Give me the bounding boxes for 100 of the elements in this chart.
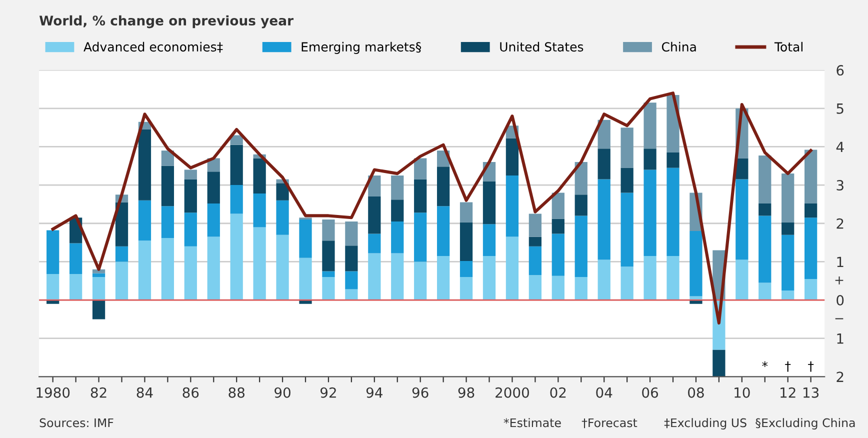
x-tick-label: 98: [458, 387, 474, 398]
legend-label: Total: [774, 42, 802, 52]
bar: [230, 185, 243, 214]
bar: [644, 148, 656, 170]
text: ‡Excluding US: [664, 418, 746, 430]
bar: [253, 193, 266, 228]
bar: [598, 179, 610, 260]
bar: [528, 246, 542, 276]
bar: [574, 162, 588, 195]
bar: [620, 266, 634, 300]
bar: [276, 200, 289, 235]
bar: [345, 289, 358, 300]
x-tick-label: 04: [596, 387, 612, 398]
bar: [482, 224, 496, 256]
bar: [736, 179, 748, 260]
y-tick-label: 2: [836, 372, 844, 382]
y-tick-label: 2: [836, 218, 844, 229]
bar: [666, 256, 680, 300]
bar: [207, 236, 220, 300]
bar: [161, 238, 174, 300]
line-series: [51, 92, 812, 325]
x-tick-label: 96: [412, 387, 428, 398]
bar: [368, 253, 381, 300]
x-tick-label: 2000: [496, 387, 529, 398]
bar: [184, 212, 197, 246]
bar: [230, 214, 243, 300]
bar: [414, 179, 427, 213]
bar: [574, 277, 588, 300]
bar: [804, 203, 818, 218]
bar: [299, 258, 312, 300]
x-tick-label: 82: [90, 387, 106, 398]
bar: [482, 256, 496, 300]
bar: [115, 262, 128, 300]
bar: [161, 166, 174, 206]
bar: [184, 246, 197, 300]
bar: [552, 276, 564, 300]
bar: [391, 200, 404, 222]
bar: [138, 240, 152, 300]
bar: [644, 102, 656, 149]
text: *Estimate: [504, 418, 561, 428]
bar: [782, 174, 794, 222]
bar: [322, 271, 335, 278]
legend-label: Emerging markets§: [302, 42, 422, 54]
bar: [460, 277, 473, 300]
bar: [207, 172, 220, 204]
bar: [368, 234, 381, 254]
bar: [598, 120, 610, 149]
bar: [644, 256, 656, 300]
y-tick-label: 0: [836, 295, 844, 306]
bar: [552, 234, 564, 276]
bar: [804, 218, 818, 279]
bar: [437, 166, 450, 206]
bar: [92, 277, 106, 300]
bar: [138, 200, 152, 241]
bar: [460, 202, 473, 222]
bar: [574, 216, 588, 278]
bar: [161, 206, 174, 238]
annotation: *: [762, 361, 768, 367]
bar: [736, 158, 748, 180]
source-note: Sources: IMF: [40, 418, 114, 428]
x-tick-label: 08: [688, 387, 704, 398]
bar: [414, 212, 427, 262]
bar: [437, 256, 450, 300]
bar: [322, 220, 335, 241]
bar: [506, 236, 519, 300]
bar: [138, 129, 152, 200]
x-tick-label: 88: [228, 387, 244, 398]
chart-title: World, % change on previous year: [39, 15, 294, 28]
bar: [391, 221, 404, 254]
bar: [69, 243, 82, 274]
bar: [506, 138, 519, 176]
bar: [276, 183, 289, 200]
bar: [115, 202, 128, 246]
y-tick-label: 3: [836, 180, 844, 191]
bar: [437, 206, 450, 256]
bar: [368, 196, 381, 234]
bar: [322, 240, 335, 272]
bar: [460, 260, 473, 278]
annotation: †: [808, 361, 814, 372]
x-tick-label: 06: [642, 387, 658, 398]
bar: [782, 222, 794, 235]
bar: [46, 230, 60, 274]
text: §Excluding China: [756, 418, 855, 430]
x-tick-label: 12: [780, 387, 796, 398]
y-tick-label: 1: [837, 256, 844, 267]
text: +: [835, 276, 844, 284]
bar: [92, 300, 106, 320]
bar: [690, 231, 702, 296]
x-tick-label: 90: [274, 387, 290, 398]
bar: [345, 246, 358, 272]
bar: [69, 274, 82, 300]
bar: [644, 170, 656, 256]
bar: [574, 194, 588, 216]
bar: [620, 192, 634, 267]
bar: [414, 262, 427, 300]
bar: [414, 158, 427, 180]
text: −: [835, 318, 844, 320]
bar: [552, 192, 564, 219]
text: †Forecast: [582, 418, 638, 428]
bar: [207, 203, 220, 237]
